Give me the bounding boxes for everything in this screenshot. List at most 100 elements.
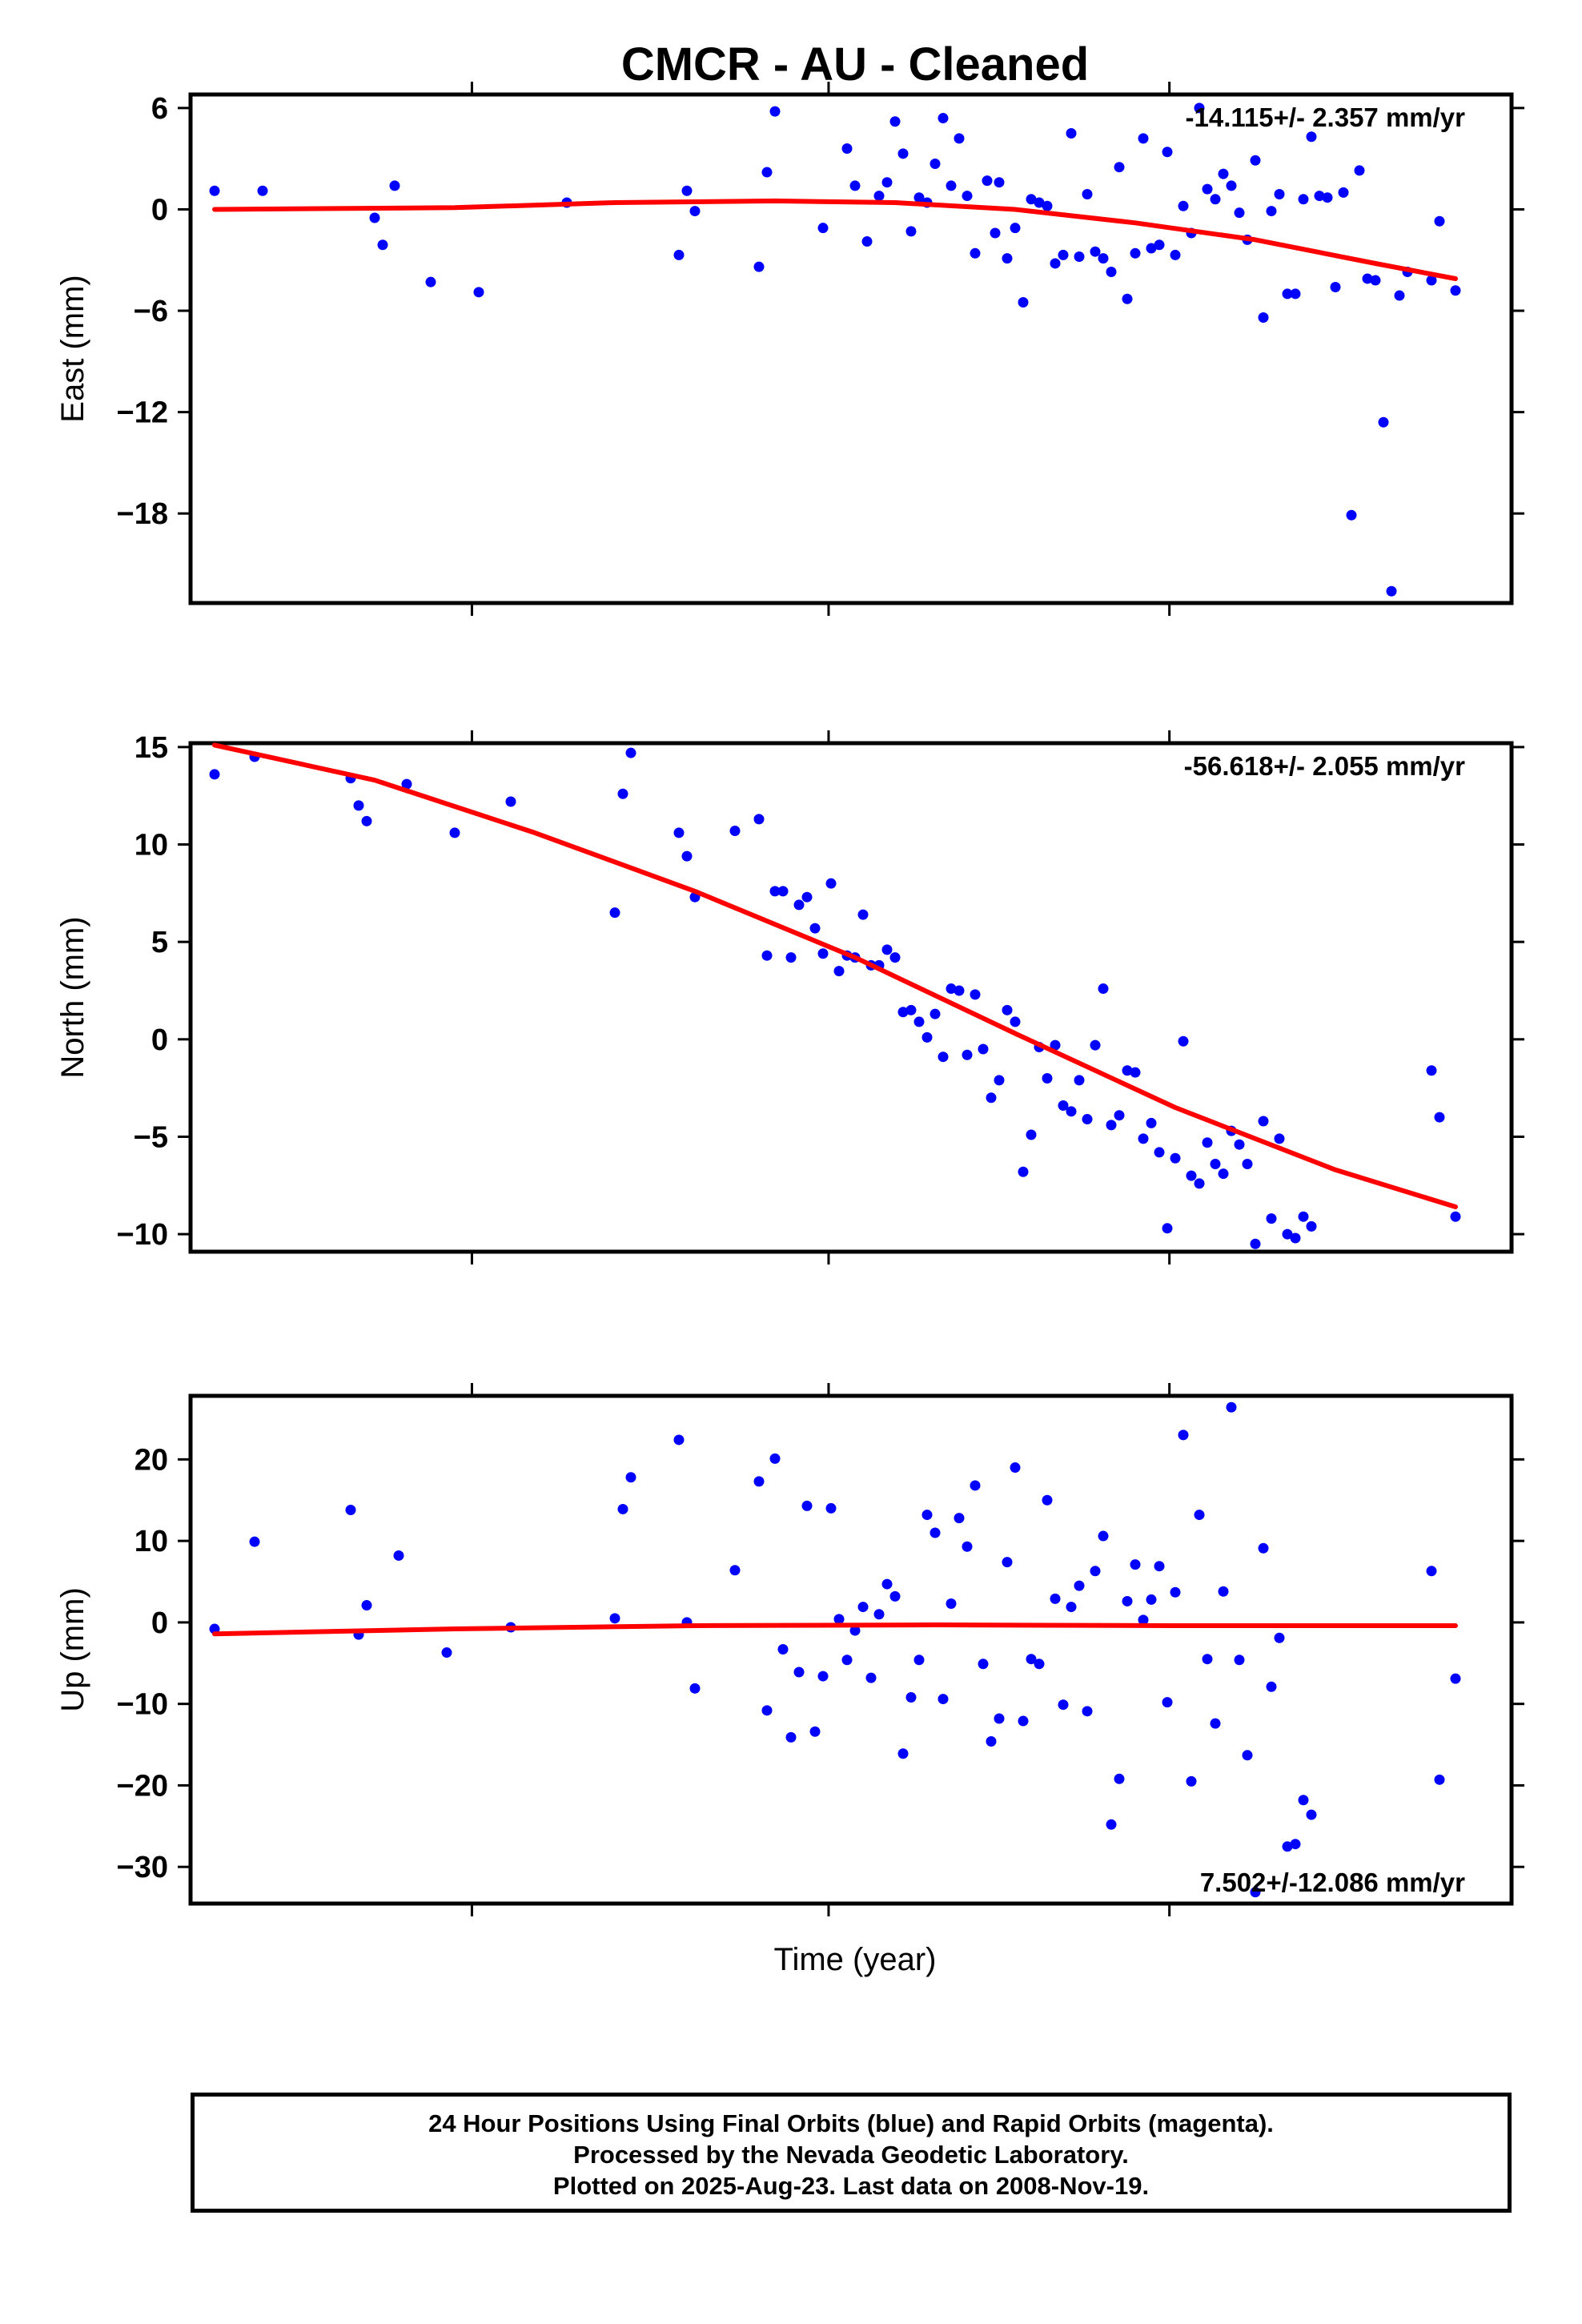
data-point-north: [1234, 1139, 1245, 1150]
data-point-east: [753, 261, 765, 272]
data-point-north: [1210, 1159, 1221, 1170]
data-point-east: [970, 247, 981, 259]
data-point-up: [857, 1602, 869, 1613]
data-point-east: [1082, 188, 1093, 199]
data-point-up: [1154, 1561, 1165, 1572]
data-point-north: [921, 1031, 933, 1043]
data-point-north: [1082, 1114, 1093, 1125]
y-tick-label-up: 20: [135, 1443, 168, 1477]
data-point-north: [930, 1008, 941, 1019]
data-point-up: [1426, 1566, 1437, 1577]
data-point-up: [1162, 1697, 1173, 1708]
data-point-north: [1026, 1129, 1037, 1140]
y-tick-label-north: −5: [134, 1120, 168, 1154]
data-point-north: [785, 952, 797, 963]
data-point-up: [865, 1672, 877, 1683]
data-point-north: [1178, 1035, 1189, 1047]
data-point-up: [1282, 1841, 1293, 1852]
data-point-up: [1034, 1659, 1045, 1670]
data-point-north: [857, 909, 869, 920]
data-point-east: [1034, 197, 1045, 208]
rate-annotation-east: -14.115+/- 2.357 mm/yr: [1186, 103, 1466, 132]
data-point-east: [954, 133, 965, 144]
data-point-north: [889, 952, 901, 963]
data-point-up: [1026, 1654, 1037, 1665]
data-point-east: [1026, 194, 1037, 205]
data-point-east: [1258, 312, 1269, 323]
y-tick-label-east: 0: [151, 193, 168, 227]
data-point-north: [1162, 1223, 1173, 1234]
fit-line-north: [212, 742, 1458, 1209]
data-point-east: [982, 175, 993, 187]
y-tick-label-east: −6: [134, 295, 168, 328]
data-point-east: [473, 287, 484, 298]
data-point-up: [889, 1590, 901, 1602]
panel-up: 20 10 0 −10 −20 −30 Up (mm) 7.502+/-12.086 mm/y…: [55, 1383, 1524, 1916]
fit-line-up: [212, 1622, 1458, 1637]
data-point-up: [1002, 1557, 1013, 1568]
data-point-north: [978, 1043, 989, 1055]
data-point-east: [1298, 194, 1309, 205]
data-point-north: [1274, 1133, 1285, 1144]
data-point-north: [986, 1092, 997, 1104]
data-point-up: [881, 1578, 893, 1590]
data-point-east: [913, 192, 925, 203]
data-point-north: [1426, 1065, 1437, 1076]
data-point-east: [881, 177, 893, 188]
data-point-up: [393, 1550, 404, 1561]
data-point-up: [1090, 1566, 1101, 1577]
data-point-north: [1098, 983, 1109, 995]
data-point-east: [1002, 253, 1013, 264]
data-point-north: [1050, 1039, 1061, 1051]
chart-title: CMCR - AU - Cleaned: [621, 38, 1089, 90]
data-point-north: [801, 891, 813, 903]
data-point-up: [1010, 1462, 1021, 1474]
data-point-up: [825, 1502, 837, 1514]
y-axis-label-east: East (mm): [55, 275, 90, 422]
data-point-up: [897, 1748, 909, 1759]
data-point-up: [1194, 1510, 1205, 1521]
data-point-east: [861, 236, 873, 247]
y-tick-label-north: 5: [151, 926, 168, 959]
data-point-north: [954, 985, 965, 996]
data-point-north: [1450, 1211, 1461, 1222]
panel-north: 15 10 5 0 −5 −10 North (mm) -56.618+/- 2.055 mm…: [55, 730, 1524, 1265]
data-point-north: [1074, 1075, 1085, 1086]
data-point-north: [505, 796, 516, 807]
data-point-east: [369, 212, 380, 223]
data-point-east: [1018, 296, 1029, 308]
data-point-north: [1002, 1004, 1013, 1015]
data-point-north: [1122, 1065, 1133, 1076]
data-point-up: [1306, 1809, 1317, 1820]
data-point-east: [1354, 165, 1365, 176]
data-point-east: [938, 113, 949, 124]
data-point-up: [962, 1541, 973, 1552]
data-point-up: [689, 1683, 701, 1694]
data-point-north: [1242, 1159, 1253, 1170]
data-point-up: [873, 1609, 885, 1620]
data-point-east: [1282, 288, 1293, 300]
data-point-up: [1258, 1542, 1269, 1554]
y-tick-label-up: −10: [117, 1688, 168, 1722]
data-point-north: [1218, 1168, 1229, 1180]
data-point-east: [849, 180, 861, 191]
data-point-north: [1282, 1228, 1293, 1240]
panel-frame-east: [188, 92, 1514, 605]
data-point-east: [1106, 267, 1117, 278]
data-point-up: [986, 1735, 997, 1747]
data-point-north: [1130, 1067, 1141, 1078]
data-point-north: [905, 1004, 917, 1015]
data-point-east: [1330, 281, 1341, 292]
data-point-east: [1146, 243, 1157, 254]
data-point-north: [833, 966, 845, 977]
data-point-up: [841, 1655, 853, 1666]
data-point-north: [809, 923, 821, 934]
data-point-east: [1426, 275, 1437, 286]
data-point-north: [449, 827, 460, 838]
data-point-up: [1082, 1706, 1093, 1717]
data-point-east: [1130, 247, 1141, 259]
data-point-east: [1114, 162, 1125, 173]
fit-line-east: [212, 198, 1458, 281]
data-point-up: [954, 1513, 965, 1524]
data-point-up: [729, 1565, 741, 1576]
